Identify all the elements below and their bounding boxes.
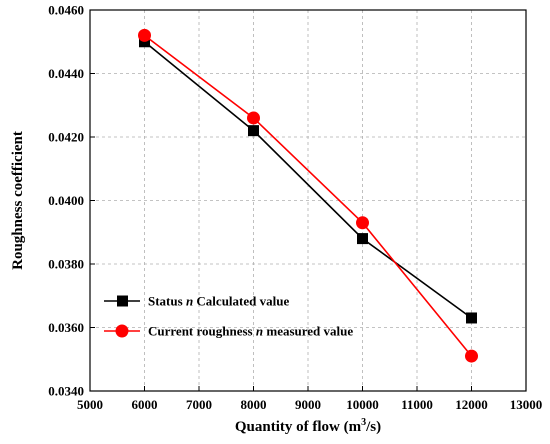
- x-tick-label: 11000: [401, 397, 433, 412]
- series-line: [144, 34, 473, 357]
- legend-item: Status n Calculated value: [104, 294, 289, 309]
- series-2: [138, 28, 478, 363]
- x-axis-title: Quantity of flow (m3/s): [235, 417, 381, 435]
- y-axis-title: Roughness coefficient: [10, 131, 26, 270]
- y-tick-label: 0.0460: [48, 3, 84, 18]
- data-point: [465, 349, 478, 363]
- y-tick-label: 0.0400: [48, 193, 84, 208]
- x-tick-label: 5000: [77, 397, 103, 412]
- y-tick-labels: 0.0340 0.0360 0.0380 0.0400 0.0420 0.0440 0.04…: [48, 3, 84, 399]
- legend-label: Current roughness n measured value: [148, 324, 353, 339]
- y-tick-label: 0.0380: [48, 257, 84, 272]
- x-tick-label: 6000: [132, 397, 158, 412]
- plot-frame: [89, 9, 527, 392]
- x-tick-label: 7000: [186, 397, 212, 412]
- x-tick-labels: 5000 6000 7000 8000 9000 10000 11000 12000 13000: [77, 397, 542, 412]
- data-point: [248, 125, 259, 137]
- legend-marker: [115, 324, 129, 338]
- x-tick-label: 13000: [510, 397, 543, 412]
- x-tick-label: 8000: [241, 397, 267, 412]
- data-point: [247, 111, 260, 125]
- grid-lines: [90, 10, 526, 391]
- legend-label: Status n Calculated value: [148, 294, 289, 309]
- x-tick-label: 10000: [346, 397, 379, 412]
- data-point: [138, 28, 151, 42]
- y-tick-label: 0.0360: [48, 320, 84, 335]
- y-tick-label: 0.0440: [48, 66, 84, 81]
- series-line: [143, 41, 472, 319]
- x-tick-label: 12000: [455, 397, 488, 412]
- legend: Status n Calculated value Current roughne…: [104, 294, 353, 339]
- legend-item: Current roughness n measured value: [104, 324, 353, 339]
- data-point: [466, 312, 477, 324]
- y-tick-label: 0.0420: [48, 130, 84, 145]
- y-tick-label: 0.0340: [48, 384, 84, 399]
- legend-marker: [117, 295, 128, 307]
- series-layer: [138, 28, 478, 363]
- data-point: [357, 233, 368, 245]
- x-tick-label: 9000: [295, 397, 321, 412]
- data-point: [356, 216, 369, 230]
